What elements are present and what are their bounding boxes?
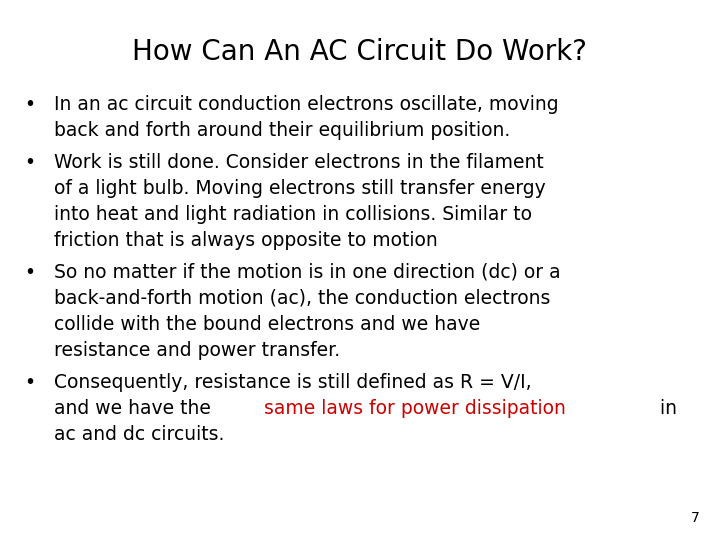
Text: •: • (24, 95, 36, 114)
Text: back-and-forth motion (ac), the conduction electrons: back-and-forth motion (ac), the conducti… (54, 289, 550, 308)
Text: So no matter if the motion is in one direction (dc) or a: So no matter if the motion is in one dir… (54, 263, 561, 282)
Text: Work is still done. Consider electrons in the filament: Work is still done. Consider electrons i… (54, 153, 544, 172)
Text: •: • (24, 263, 36, 282)
Text: 7: 7 (691, 511, 700, 525)
Text: into heat and light radiation in collisions. Similar to: into heat and light radiation in collisi… (54, 205, 532, 224)
Text: resistance and power transfer.: resistance and power transfer. (54, 341, 340, 360)
Text: in: in (654, 399, 677, 418)
Text: friction that is always opposite to motion: friction that is always opposite to moti… (54, 231, 438, 250)
Text: •: • (24, 373, 36, 392)
Text: In an ac circuit conduction electrons oscillate, moving: In an ac circuit conduction electrons os… (54, 95, 559, 114)
Text: collide with the bound electrons and we have: collide with the bound electrons and we … (54, 315, 480, 334)
Text: •: • (24, 153, 36, 172)
Text: of a light bulb. Moving electrons still transfer energy: of a light bulb. Moving electrons still … (54, 179, 546, 198)
Text: ac and dc circuits.: ac and dc circuits. (54, 425, 225, 444)
Text: same laws for power dissipation: same laws for power dissipation (264, 399, 566, 418)
Text: and we have the: and we have the (54, 399, 217, 418)
Text: Consequently, resistance is still defined as R = V/I,: Consequently, resistance is still define… (54, 373, 531, 392)
Text: back and forth around their equilibrium position.: back and forth around their equilibrium … (54, 121, 510, 140)
Text: How Can An AC Circuit Do Work?: How Can An AC Circuit Do Work? (132, 38, 588, 66)
